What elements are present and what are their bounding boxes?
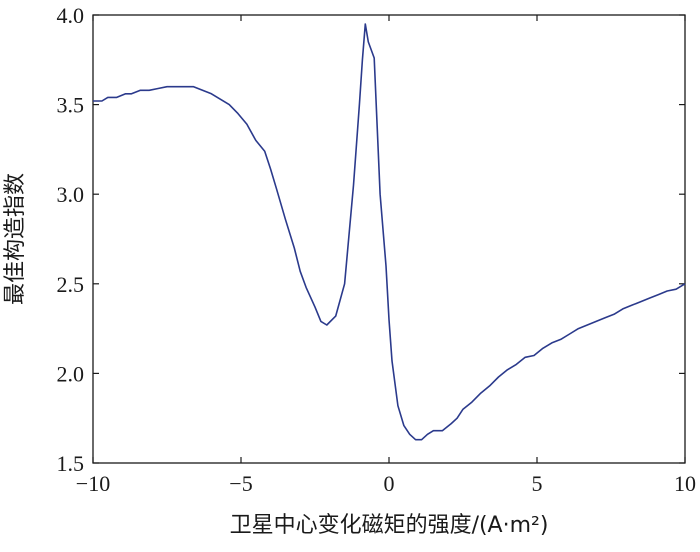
x-tick-label: 5	[532, 471, 543, 496]
y-tick-label: 2.0	[57, 361, 85, 386]
y-tick-label: 1.5	[57, 451, 85, 476]
y-tick-label: 3.5	[57, 93, 85, 118]
series-line	[93, 23, 686, 441]
y-axis-title: 最佳构造指数	[3, 173, 28, 305]
x-axis-ticks	[92, 15, 686, 463]
y-tick-label: 3.0	[57, 182, 85, 207]
x-tick-label: 0	[384, 471, 395, 496]
x-tick-label: −5	[229, 471, 252, 496]
y-tick-label: 2.5	[57, 272, 85, 297]
y-axis-ticks	[93, 14, 685, 464]
plot-frame	[92, 14, 686, 464]
x-axis-title: 卫星中心变化磁矩的强度/(A·m²)	[230, 513, 549, 538]
y-tick-label: 4.0	[57, 3, 85, 28]
y-axis-tick-labels: 1.5 2.0 2.5 3.0 3.5 4.0	[57, 3, 85, 476]
x-tick-label: −10	[76, 471, 110, 496]
x-axis-tick-labels: −10 −5 0 5 10	[76, 471, 696, 496]
x-tick-label: 10	[674, 471, 696, 496]
